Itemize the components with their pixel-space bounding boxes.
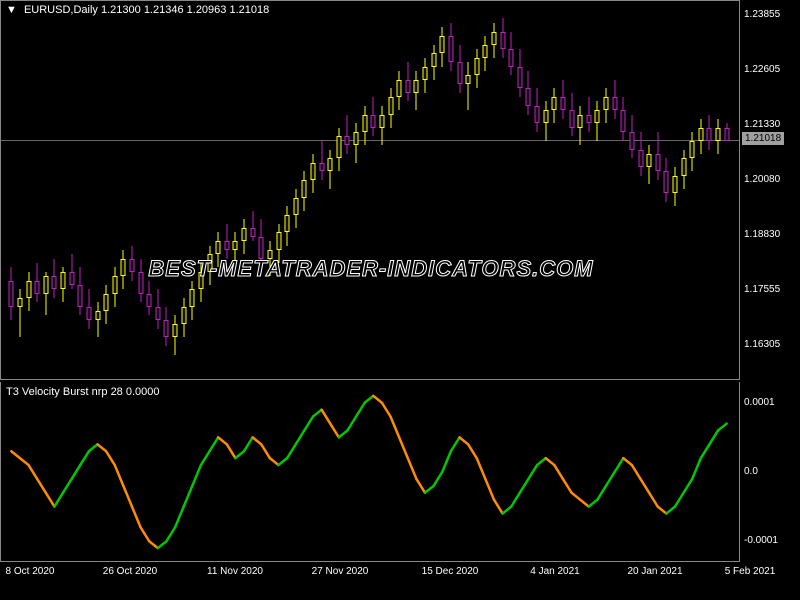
dropdown-icon[interactable]: ▼ [6, 4, 17, 16]
price-tick: 1.21330 [744, 119, 780, 130]
price-tick: 1.22605 [744, 64, 780, 75]
time-tick: 11 Nov 2020 [207, 566, 263, 577]
time-tick: 20 Jan 2021 [627, 566, 682, 577]
chart-header: ▼ EURUSD,Daily 1.21300 1.21346 1.20963 1… [6, 4, 269, 16]
price-axis: 1.23855 1.22605 1.21330 1.20080 1.18830 1.175… [740, 0, 800, 380]
indicator-panel[interactable] [0, 382, 740, 562]
price-tick: 1.17555 [744, 284, 780, 295]
bid-price-tag: 1.21018 [742, 132, 784, 145]
time-axis: 8 Oct 2020 26 Oct 2020 11 Nov 2020 27 Nov 2… [0, 562, 800, 600]
time-tick: 8 Oct 2020 [6, 566, 55, 577]
indicator-tick: 0.0001 [744, 397, 775, 408]
symbol-label: EURUSD,Daily [24, 4, 98, 16]
bid-line [1, 140, 739, 141]
time-tick: 5 Feb 2021 [725, 566, 776, 577]
price-tick: 1.16305 [744, 339, 780, 350]
time-tick: 15 Dec 2020 [422, 566, 479, 577]
price-tick: 1.23855 [744, 9, 780, 20]
time-tick: 4 Jan 2021 [530, 566, 580, 577]
ohlc-label: 1.21300 1.21346 1.20963 1.21018 [101, 4, 269, 16]
price-chart-panel[interactable]: BEST-METATRADER-INDICATORS.COM [0, 0, 740, 380]
indicator-tick: 0.0 [744, 466, 758, 477]
price-tick: 1.20080 [744, 174, 780, 185]
time-tick: 26 Oct 2020 [103, 566, 157, 577]
price-tick: 1.18830 [744, 229, 780, 240]
time-tick: 27 Nov 2020 [312, 566, 369, 577]
chart-container: BEST-METATRADER-INDICATORS.COM ▼ EURUSD,… [0, 0, 800, 600]
indicator-tick: -0.0001 [744, 535, 778, 546]
indicator-axis: 0.0001 0.0 -0.0001 [740, 382, 800, 562]
indicator-header: T3 Velocity Burst nrp 28 0.0000 [6, 386, 160, 398]
